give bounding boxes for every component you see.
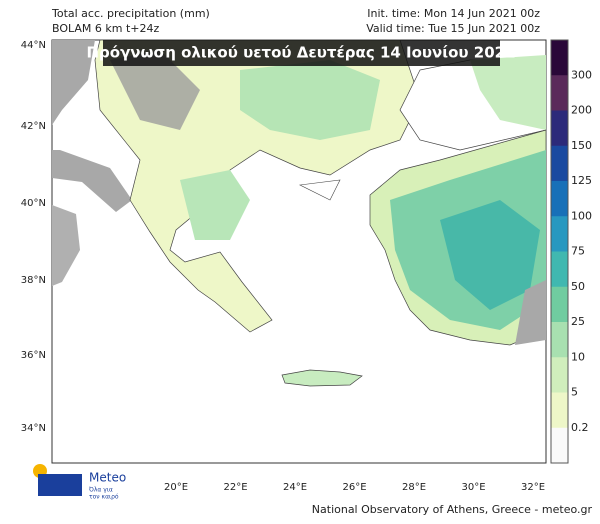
lon-label: 24°E xyxy=(283,482,307,493)
lat-label: 40°N xyxy=(21,198,46,209)
colorbar-label: 10 xyxy=(571,350,585,363)
colorbar-label: 25 xyxy=(571,315,585,328)
footer: National Observatory of Athens, Greece -… xyxy=(312,503,593,516)
valid-time: Valid time: Tue 15 Jun 2021 00z xyxy=(366,22,540,35)
colorbar-band xyxy=(551,251,568,288)
land xyxy=(52,150,132,212)
lat-label: 44°N xyxy=(21,40,46,51)
colorbar-band xyxy=(551,357,568,393)
precipitation xyxy=(440,200,540,310)
lat-label: 36°N xyxy=(21,350,46,361)
logo: Meteo Όλα για τον καιρό xyxy=(33,464,126,501)
precipitation xyxy=(470,55,546,130)
logo-tagline: Όλα για xyxy=(88,487,113,494)
lat-label: 42°N xyxy=(21,121,46,132)
lat-label: 38°N xyxy=(21,275,46,286)
colorbar-band xyxy=(551,110,568,147)
terrain-mask xyxy=(110,50,200,130)
lon-label: 26°E xyxy=(342,482,366,493)
title: Total acc. precipitation (mm) xyxy=(51,7,210,20)
lon-label: 32°E xyxy=(521,482,545,493)
init-time: Init. time: Mon 14 Jun 2021 00z xyxy=(367,7,540,20)
colorbar-band xyxy=(551,216,568,252)
lon-label: 30°E xyxy=(461,482,485,493)
colorbar-band xyxy=(551,286,568,323)
model: BOLAM 6 km t+24z xyxy=(52,22,160,35)
colorbar-band xyxy=(551,75,568,111)
logo-mark xyxy=(38,474,82,496)
map xyxy=(51,39,547,464)
precipitation xyxy=(240,60,380,140)
colorbar-label: 5 xyxy=(571,386,578,399)
colorbar-band xyxy=(551,322,568,358)
land xyxy=(52,205,80,286)
logo-name: Meteo xyxy=(89,471,126,485)
colorbar-label: 50 xyxy=(571,280,585,293)
island xyxy=(298,179,341,201)
logo-tagline: τον καιρό xyxy=(89,494,119,501)
colorbar-band xyxy=(551,427,568,464)
colorbar-label: 100 xyxy=(571,209,592,222)
lon-label: 28°E xyxy=(402,482,426,493)
colorbar-band xyxy=(551,392,568,429)
lon-label: 22°E xyxy=(223,482,247,493)
colorbar-frame xyxy=(550,39,569,464)
colorbar-label: 125 xyxy=(571,174,592,187)
terrain-mask xyxy=(515,280,546,345)
banner: Πρόγνωση ολικού υετού Δευτέρας 14 Ιουνίο… xyxy=(86,44,515,62)
colorbar-label: 300 xyxy=(571,68,592,81)
colorbar-label: 75 xyxy=(571,245,585,258)
colorbar: 300 200 150 125 100 75 50 25 10 5 0.2 xyxy=(550,39,592,464)
colorbar-band xyxy=(551,40,568,76)
precipitation xyxy=(180,170,250,240)
colorbar-band xyxy=(551,145,568,182)
lon-label: 20°E xyxy=(164,482,188,493)
land xyxy=(52,40,95,125)
colorbar-label: 0.2 xyxy=(571,421,589,434)
lat-label: 34°N xyxy=(21,423,46,434)
banner-bg xyxy=(103,40,500,66)
colorbar-label: 200 xyxy=(571,104,592,117)
colorbar-band xyxy=(551,181,568,217)
colorbar-label: 150 xyxy=(571,139,592,152)
crete xyxy=(281,369,363,387)
